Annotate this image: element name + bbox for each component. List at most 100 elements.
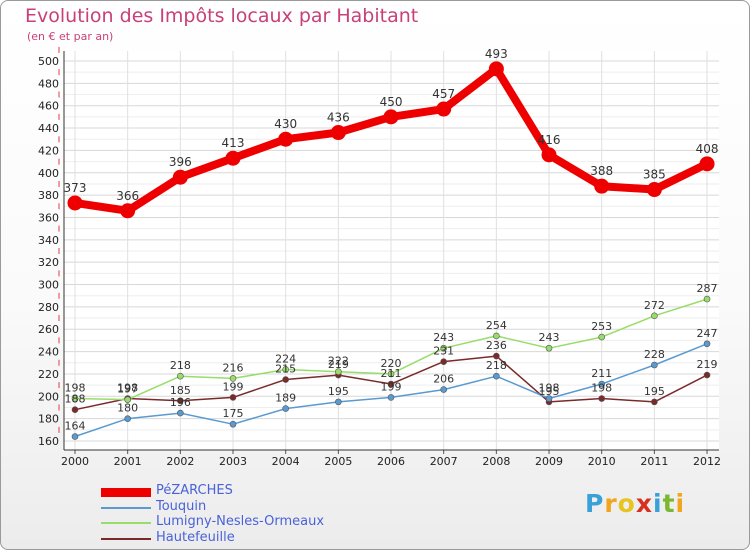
data-label: 195 <box>539 385 560 398</box>
data-label: 450 <box>380 95 403 109</box>
data-label: 211 <box>381 367 402 380</box>
y-tick-label: 500 <box>38 55 59 68</box>
data-label: 219 <box>697 358 718 371</box>
y-tick-label: 400 <box>38 167 59 180</box>
chart-subtitle: (en € et par an) <box>27 30 114 43</box>
data-point <box>229 420 237 428</box>
proxiti-logo: Proxiti <box>585 489 685 518</box>
legend-label: Lumigny-Nesles-Ormeaux <box>156 514 325 529</box>
y-tick-label: 180 <box>38 413 59 426</box>
data-label: 388 <box>590 164 613 178</box>
data-point <box>120 203 136 219</box>
data-label: 219 <box>328 358 349 371</box>
data-point <box>699 156 715 172</box>
x-tick-label: 2008 <box>482 455 510 468</box>
data-label: 196 <box>170 396 191 409</box>
data-point <box>493 372 500 380</box>
data-point <box>278 131 294 147</box>
data-label: 216 <box>223 361 244 374</box>
y-tick-label: 220 <box>38 368 59 381</box>
data-point <box>594 178 610 194</box>
data-label: 188 <box>65 393 86 406</box>
legend-label: PéZARCHES <box>156 483 233 498</box>
data-label: 254 <box>486 319 507 332</box>
legend-swatch <box>101 537 151 540</box>
x-tick-label: 2006 <box>377 455 405 468</box>
data-point <box>598 333 606 341</box>
data-label: 222 <box>328 355 349 368</box>
x-tick-label: 2010 <box>588 455 616 468</box>
logo-letter: o <box>617 489 636 518</box>
data-point <box>651 361 658 369</box>
y-tick-label: 160 <box>38 435 59 448</box>
data-point <box>172 169 188 185</box>
data-label: 198 <box>539 382 560 395</box>
legend-swatch <box>101 506 151 509</box>
data-point <box>440 386 447 393</box>
data-point <box>488 61 504 77</box>
data-label: 236 <box>486 339 507 352</box>
data-point <box>282 366 289 373</box>
data-label: 413 <box>222 136 245 150</box>
y-tick-label: 480 <box>38 77 59 90</box>
data-label: 385 <box>643 168 666 182</box>
data-point <box>71 406 79 414</box>
y-tick-label: 420 <box>38 144 59 157</box>
data-point <box>440 358 447 365</box>
x-tick-label: 2005 <box>324 455 352 468</box>
data-point <box>545 395 553 402</box>
y-tick-label: 380 <box>38 189 59 202</box>
x-tick-label: 2003 <box>219 455 247 468</box>
data-point <box>124 396 131 403</box>
y-tick-label: 300 <box>38 279 59 292</box>
x-tick-label: 2009 <box>535 455 563 468</box>
data-label: 164 <box>65 420 86 433</box>
y-tick-label: 440 <box>38 122 59 135</box>
y-tick-label: 280 <box>38 301 59 314</box>
data-label: 218 <box>486 359 507 372</box>
logo-letter: i <box>675 489 686 518</box>
data-label: 198 <box>65 382 86 395</box>
data-point <box>703 340 711 348</box>
data-label: 199 <box>223 380 244 393</box>
data-point <box>387 394 395 401</box>
data-label: 189 <box>275 392 296 405</box>
data-point <box>651 312 658 320</box>
chart-title: Evolution des Impôts locaux par Habitant <box>25 5 419 27</box>
x-tick-label: 2007 <box>430 455 458 468</box>
data-label: 247 <box>697 327 718 340</box>
data-point <box>225 150 241 166</box>
data-label: 396 <box>169 155 192 169</box>
data-point <box>436 101 452 117</box>
data-label: 373 <box>64 181 87 195</box>
data-label: 272 <box>644 299 665 312</box>
data-point <box>71 395 79 402</box>
y-tick-label: 200 <box>38 390 59 403</box>
data-label: 215 <box>275 363 296 376</box>
logo-letter: i <box>653 489 663 518</box>
data-label: 211 <box>591 367 612 380</box>
data-label: 197 <box>117 383 138 396</box>
data-label: 231 <box>433 345 454 358</box>
data-label: 195 <box>644 385 665 398</box>
data-point <box>282 405 289 412</box>
data-point <box>493 352 500 360</box>
data-point <box>541 147 557 163</box>
legend-label: Hautefeuille <box>156 529 235 545</box>
data-point <box>67 195 83 211</box>
x-tick-label: 2012 <box>693 455 721 468</box>
data-point <box>493 332 500 340</box>
y-tick-label: 460 <box>38 100 59 113</box>
legend-swatch <box>101 522 151 524</box>
data-label: 218 <box>170 359 191 372</box>
data-point <box>387 380 395 388</box>
data-point <box>651 398 658 406</box>
legend-swatch <box>101 487 151 497</box>
data-point <box>177 397 184 405</box>
x-tick-label: 2011 <box>640 455 668 468</box>
legend-label: Touquin <box>156 498 207 514</box>
data-label: 220 <box>381 357 402 370</box>
data-label: 175 <box>223 407 244 420</box>
